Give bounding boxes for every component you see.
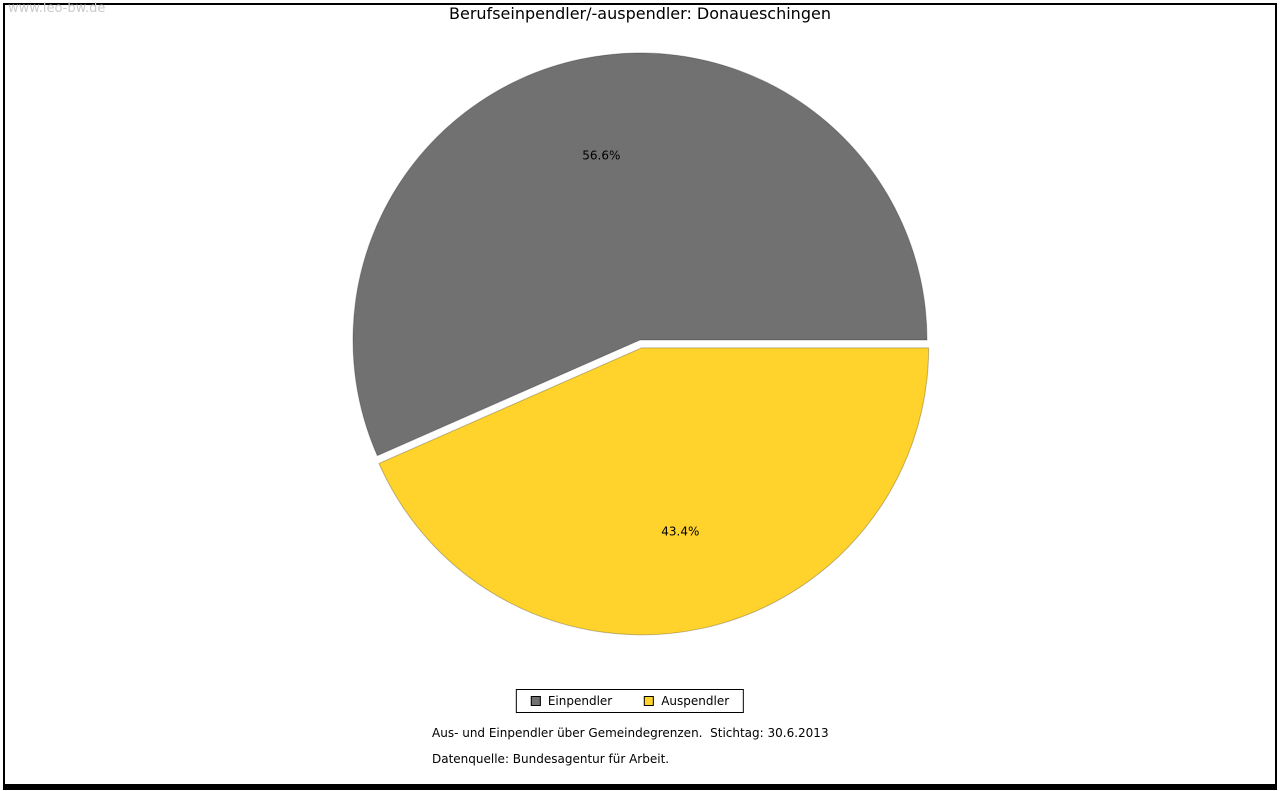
watermark: www.leo-bw.de (8, 1, 106, 16)
legend-label-auspendler: Auspendler (661, 694, 730, 708)
legend-label-einpendler: Einpendler (547, 694, 613, 708)
pie-slice-einpendler (352, 52, 928, 457)
einpendler-color-swatch (530, 696, 541, 706)
footer-note-source-date: Aus- und Einpendler über Gemeindegrenzen… (432, 726, 829, 740)
pie-label-auspendler: 43.4% (661, 524, 699, 538)
pie-slice-auspendler (378, 347, 930, 636)
legend-item-einpendler: Einpendler (530, 694, 613, 708)
chart-title: Berufseinpendler/-auspendler: Donaueschi… (449, 4, 831, 23)
legend-item-auspendler: Auspendler (644, 694, 729, 708)
auspendler-color-swatch (644, 696, 655, 706)
footer-note-data-source: Datenquelle: Bundesagentur für Arbeit. (432, 752, 670, 766)
legend: Einpendler Auspendler (515, 689, 745, 713)
pie-label-einpendler: 56.6% (582, 149, 620, 163)
